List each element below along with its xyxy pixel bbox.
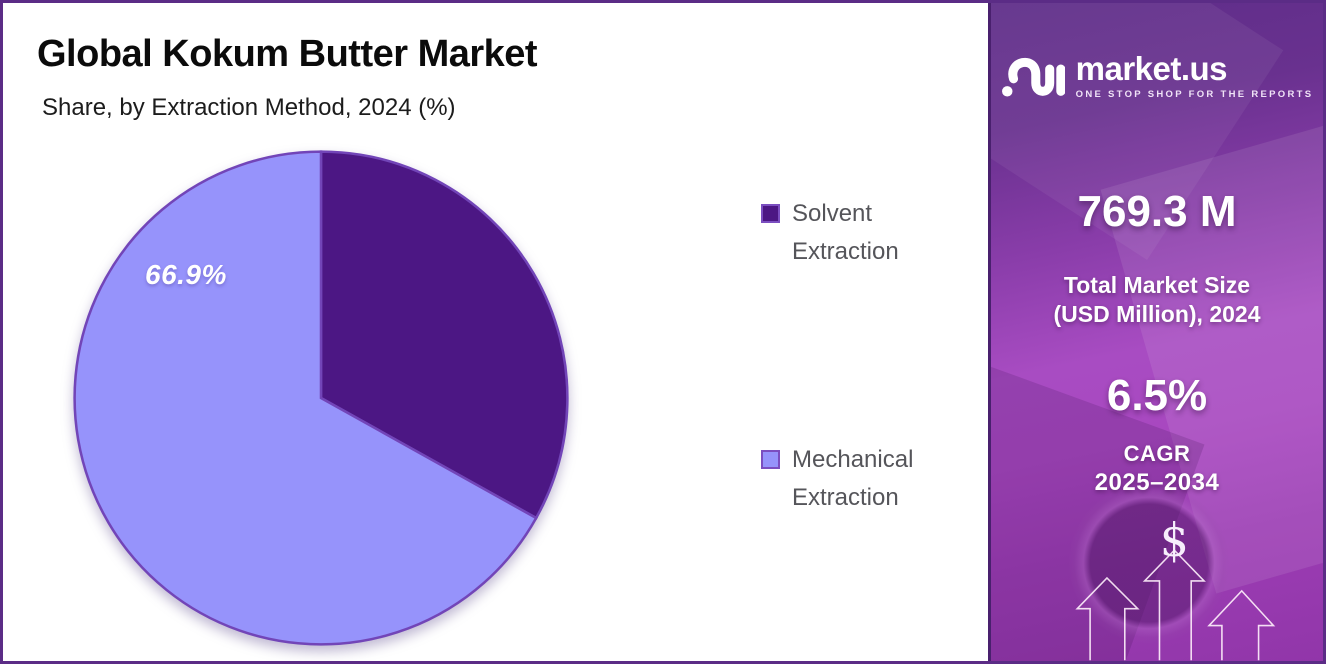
cagr-period: 2025–2034 (1094, 469, 1220, 496)
legend-marker-mechanical-icon (761, 450, 780, 469)
legend-item-mechanical-extraction: Mechanical Extraction (761, 441, 952, 517)
chart-title: Global Kokum Butter Market (37, 33, 538, 75)
brand-text-block: market.us ONE STOP SHOP FOR THE REPORTS (1075, 50, 1314, 101)
growth-arrows-icon: $ (991, 491, 1323, 661)
market-size-caption-line1: Total Market Size (1063, 272, 1251, 298)
cagr-value: 6.5% (1106, 371, 1208, 420)
brand-name: market.us (1075, 50, 1228, 87)
pie-chart-svg (73, 150, 569, 646)
pie-slice-0 (319, 150, 569, 520)
chart-subtitle: Share, by Extraction Method, 2024 (%) (42, 94, 456, 121)
pie-slice-1 (73, 150, 538, 646)
dollar-icon: $ (1160, 514, 1189, 567)
market-size-caption-line2: (USD Million), 2024 (1053, 301, 1261, 327)
legend-label-solvent: Solvent Extraction (792, 200, 899, 265)
brand-tagline: ONE STOP SHOP FOR THE REPORTS (1075, 89, 1314, 100)
marketus-logo-icon (1001, 57, 1065, 97)
chart-panel: Global Kokum Butter Market Share, by Ext… (3, 3, 988, 661)
pie-chart: 66.9% (67, 144, 575, 652)
brand-sidebar: market.us ONE STOP SHOP FOR THE REPORTS … (988, 3, 1323, 661)
brand-logo: market.us ONE STOP SHOP FOR THE REPORTS (991, 43, 1323, 109)
market-size-value: 769.3 M (1077, 187, 1237, 236)
pie-slice-label: 66.9% (145, 259, 227, 290)
legend-item-solvent-extraction: Solvent Extraction (761, 195, 952, 271)
legend-label-mechanical: Mechanical Extraction (792, 446, 914, 511)
legend-marker-solvent-icon (761, 204, 780, 223)
cagr-label: CAGR (1123, 441, 1191, 466)
sidebar-decor-cup (1069, 483, 1229, 643)
market-size-caption: Total Market Size (USD Million), 2024 (991, 271, 1323, 329)
